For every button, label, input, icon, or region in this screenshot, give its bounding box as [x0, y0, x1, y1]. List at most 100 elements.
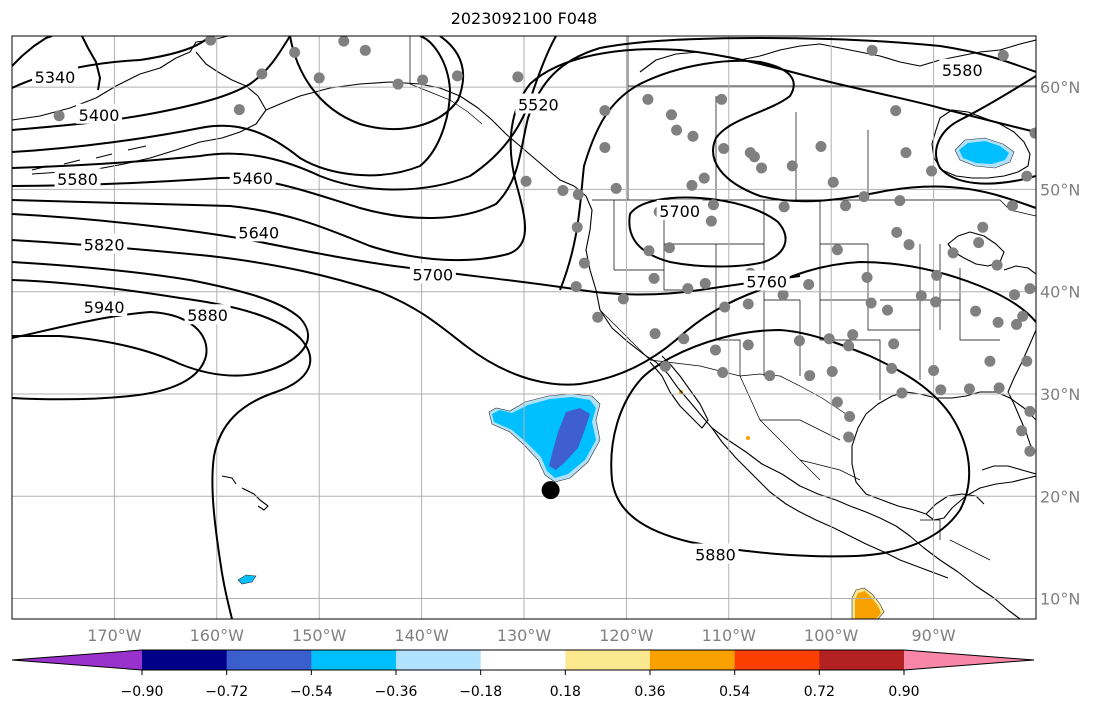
station-dot — [1011, 318, 1023, 330]
contour-5460 — [12, 36, 451, 177]
station-dot — [572, 189, 584, 201]
station-dot — [205, 36, 217, 46]
station-dot — [709, 344, 721, 356]
colorbar-tick-label: 0.18 — [550, 684, 581, 700]
station-dot — [843, 431, 855, 443]
contour-5820 — [12, 261, 310, 377]
contour-5400b — [12, 36, 291, 131]
lon-tick-label: 140°W — [394, 626, 449, 645]
colorbar-tick-labels: −0.90 −0.72 −0.54 −0.36 −0.18 0.18 0.36 0.54 0.7… — [121, 670, 920, 700]
station-dot — [716, 93, 728, 105]
station-dot — [717, 367, 729, 379]
station-dot — [866, 44, 878, 56]
station-dot — [777, 289, 789, 301]
colorbar-tick-label: −0.90 — [121, 684, 164, 700]
contour-5580-east — [935, 75, 1036, 185]
colorbar-tick-label: −0.18 — [459, 684, 502, 700]
lat-tick-label: 30°N — [1040, 385, 1080, 404]
station-dot — [991, 259, 1003, 271]
station-dot — [659, 360, 671, 372]
station-dot — [963, 383, 975, 395]
station-dot — [512, 71, 524, 83]
colorbar-segment — [311, 650, 397, 670]
station-dot — [520, 175, 532, 187]
station-dot — [648, 272, 660, 284]
contour-label-bg — [32, 65, 79, 86]
contour-label-bg — [743, 270, 790, 291]
lat-tick-label: 50°N — [1040, 180, 1080, 199]
contour-label-bg — [184, 304, 231, 325]
contour-label-bg — [515, 93, 562, 114]
station-dot — [847, 329, 859, 341]
coastline-florida — [1007, 391, 1035, 453]
colorbar-tick-label: −0.72 — [205, 684, 248, 700]
coastline-baja — [649, 355, 709, 429]
border-alaska-canada — [409, 36, 483, 125]
station-dot — [599, 105, 611, 117]
lon-tick-label: 120°W — [599, 626, 654, 645]
station-dot — [289, 46, 301, 58]
station-dot — [997, 49, 1009, 61]
station-dot — [973, 237, 985, 249]
contour-label-bg — [54, 168, 101, 189]
station-dot — [804, 370, 816, 382]
longitude-axis-labels: 170°W 160°W 150°W 140°W 130°W 120°W 110°W 100°W… — [87, 626, 956, 645]
station-dot — [886, 362, 898, 374]
station-dot — [610, 182, 622, 194]
station-dot — [718, 143, 730, 155]
station-dot — [970, 305, 982, 317]
contour-label: 5940 — [84, 298, 125, 317]
contour-5880-east — [610, 329, 971, 558]
station-dot — [53, 110, 65, 122]
contour-label-bg — [76, 103, 123, 124]
shade-orange-panama — [855, 591, 881, 619]
station-dot — [742, 298, 754, 310]
station-dot — [840, 200, 852, 212]
station-dot — [748, 151, 760, 163]
shade-orange-dot-mexico — [746, 436, 750, 440]
station-dot — [928, 364, 940, 376]
lat-tick-label: 60°N — [1040, 78, 1080, 97]
coastline-mexico-pacific — [711, 427, 949, 579]
colorbar — [11, 649, 1035, 671]
station-dot — [931, 269, 943, 281]
coastline-cuba — [981, 465, 1036, 475]
contour-5640 — [12, 48, 1036, 262]
contour-label: 5580 — [942, 61, 983, 80]
station-dot — [1024, 445, 1036, 457]
contour-label: 5340 — [35, 68, 76, 87]
contour-5460-loop — [289, 36, 465, 131]
colorbar-tick-label: 0.36 — [634, 684, 665, 700]
station-dot — [707, 199, 719, 211]
lat-tick-label: 20°N — [1040, 487, 1080, 506]
station-dot — [571, 221, 583, 233]
station-markers — [53, 36, 1036, 506]
station-dot — [682, 283, 694, 295]
station-dot — [900, 147, 912, 159]
station-dot — [977, 221, 989, 233]
station-dot — [815, 140, 827, 152]
station-dot — [926, 165, 938, 177]
colorbar-segment — [396, 650, 482, 670]
station-dot — [233, 104, 245, 116]
colorbar-segment — [226, 650, 312, 670]
contour-5940 — [12, 311, 208, 401]
contour-label-bg — [235, 221, 282, 242]
station-dot — [698, 172, 710, 184]
coastlines — [12, 36, 1036, 619]
colorbar-extend-min — [12, 650, 142, 670]
contour-label: 5580 — [57, 170, 98, 189]
contour-label-bg — [81, 233, 128, 254]
colorbar-tick-label: 0.54 — [719, 684, 750, 700]
station-dot — [671, 124, 683, 136]
station-dot — [1016, 425, 1028, 437]
station-dot — [827, 176, 839, 188]
station-dot — [993, 382, 1005, 394]
station-dot — [687, 130, 699, 142]
contour-label-bg — [939, 58, 986, 79]
lon-tick-label: 170°W — [87, 626, 142, 645]
station-dot — [888, 338, 900, 350]
station-dot — [1006, 200, 1018, 212]
map-frame — [11, 35, 1037, 620]
